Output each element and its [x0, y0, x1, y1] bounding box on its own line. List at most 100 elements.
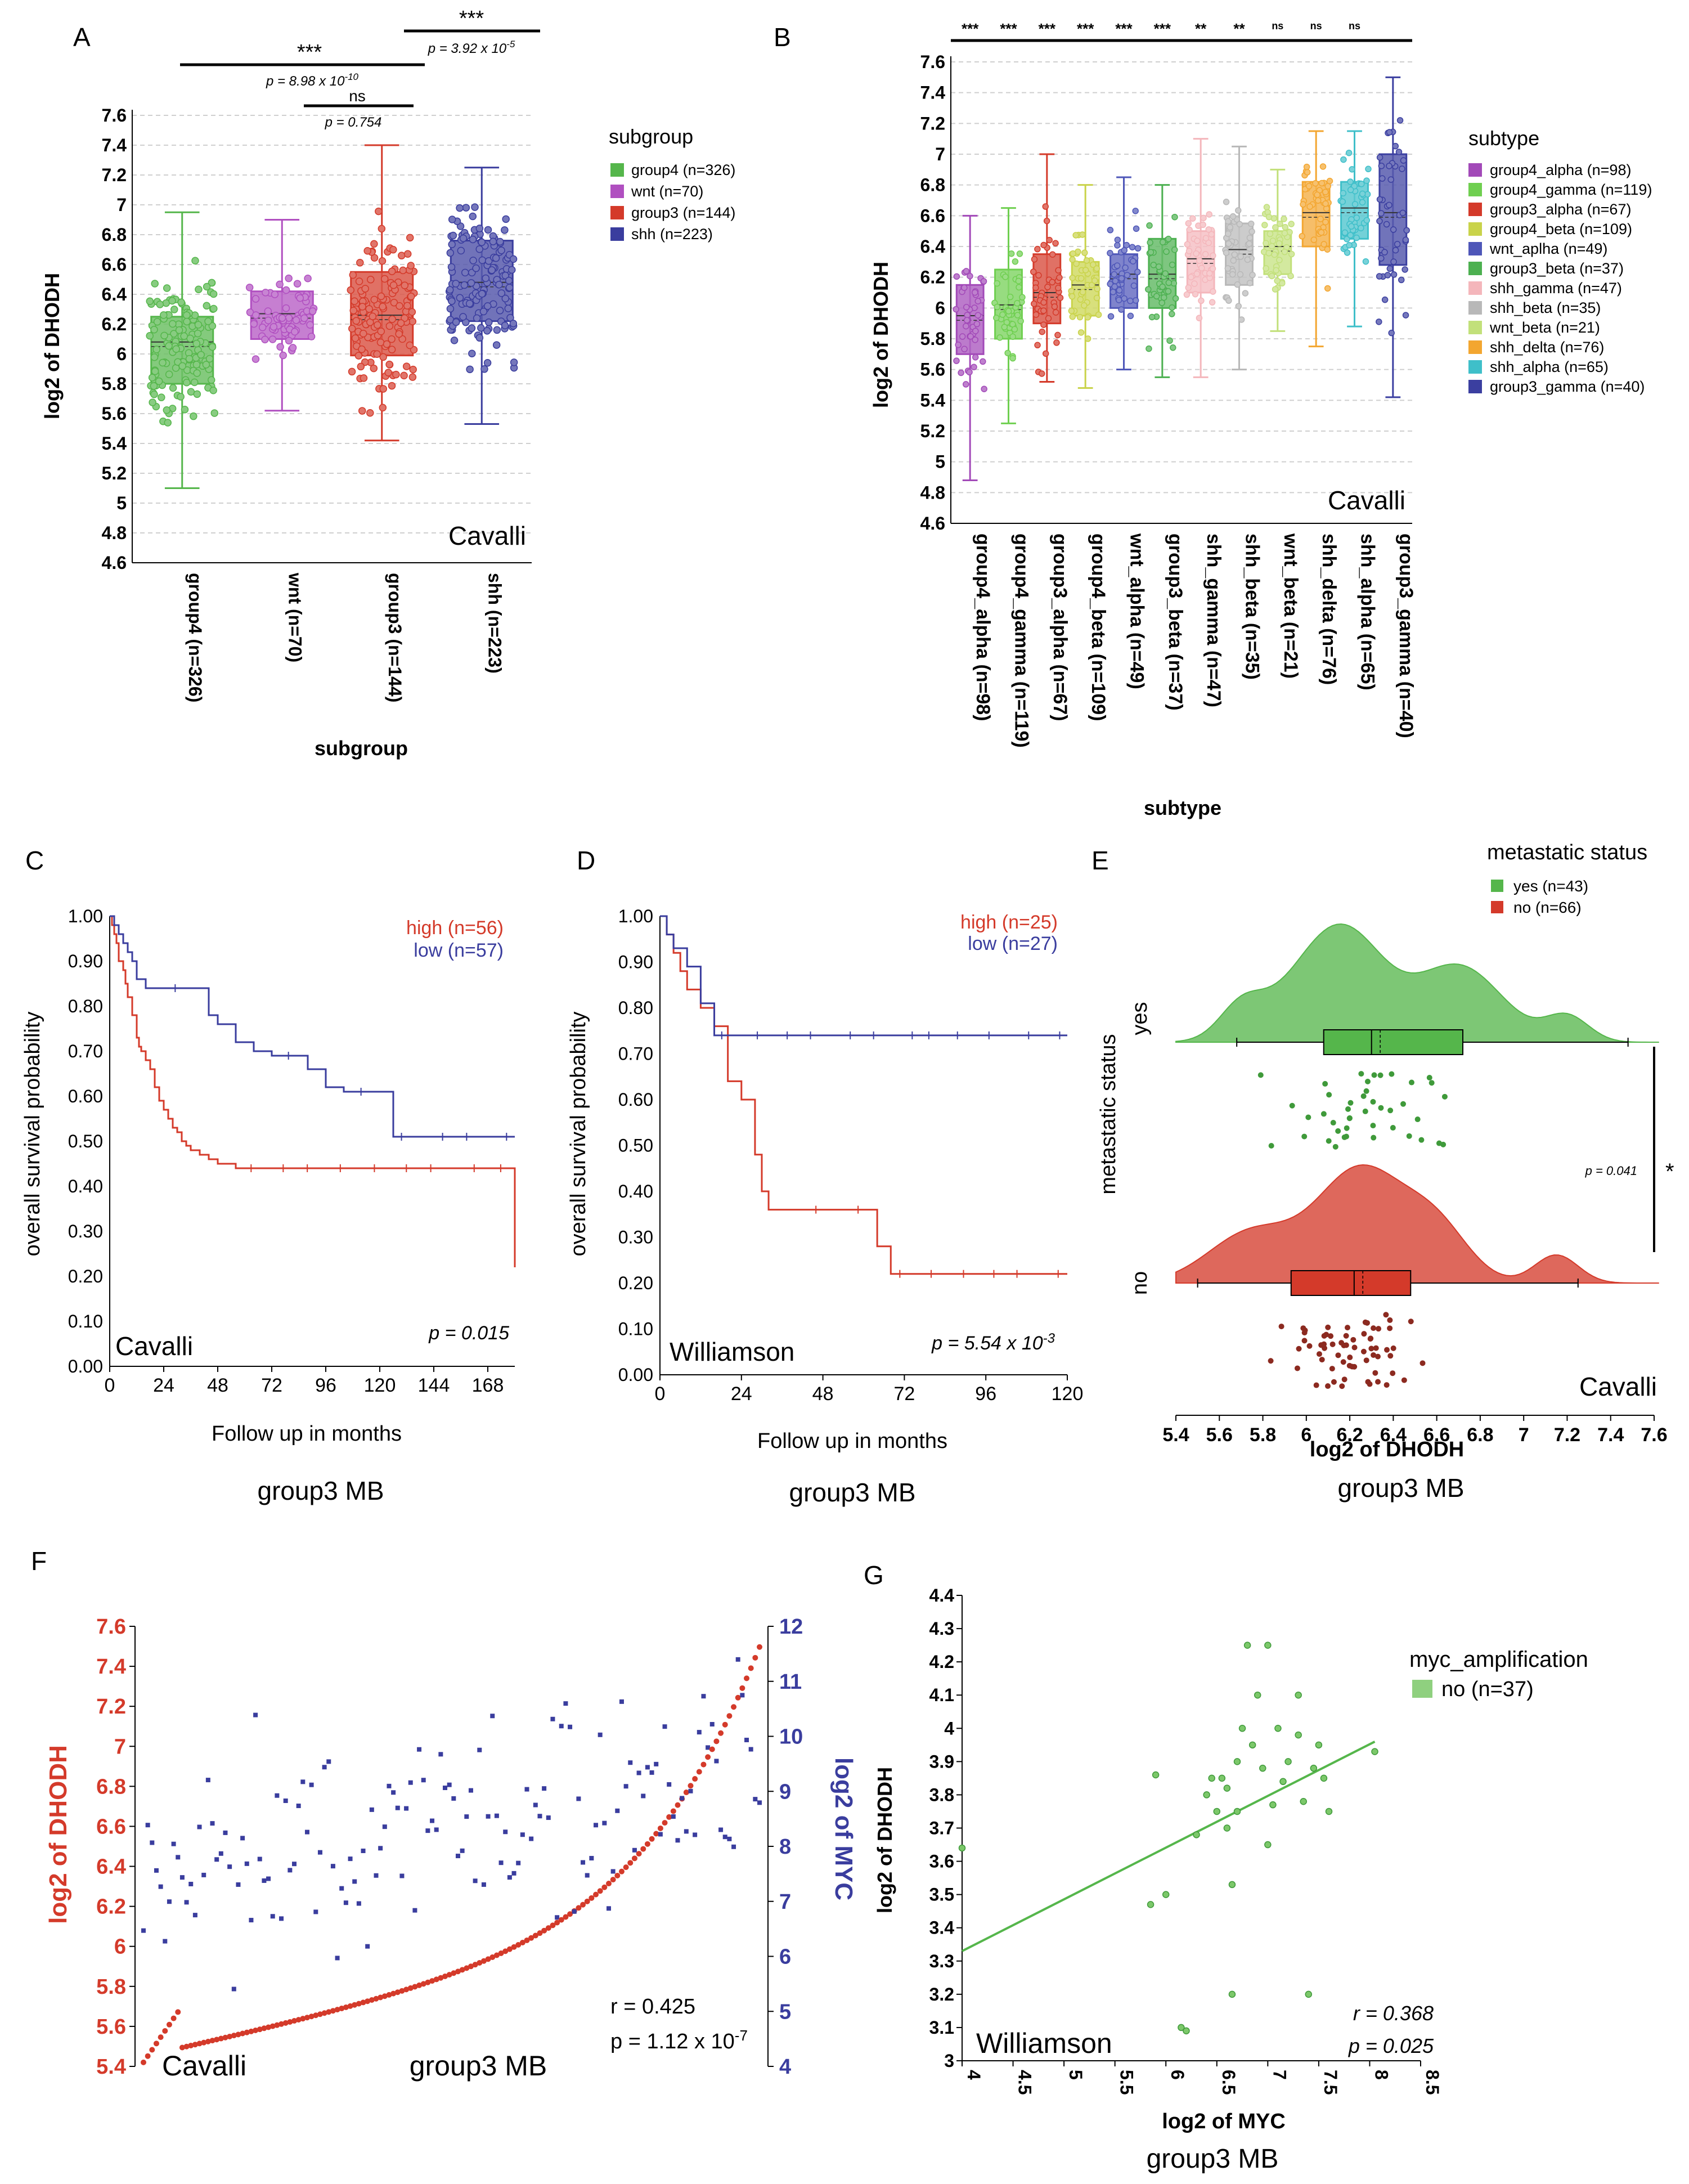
data-point	[359, 329, 367, 338]
data-point	[1002, 273, 1009, 280]
dhodh-point	[558, 1917, 564, 1923]
data-point	[972, 289, 978, 296]
data-point	[1146, 222, 1153, 229]
data-point	[450, 337, 459, 344]
panel-label-g: G	[864, 1560, 884, 1590]
myc-point	[503, 1829, 508, 1835]
dhodh-point	[291, 2018, 298, 2024]
y-tick-label: 6	[935, 298, 945, 318]
dhodh-point	[248, 2028, 254, 2034]
dhodh-point	[244, 2029, 250, 2035]
dhodh-point	[731, 1704, 737, 1710]
myc-point	[744, 1737, 749, 1742]
significance-mark: ns	[1349, 20, 1360, 32]
data-point	[1362, 1108, 1368, 1114]
dhodh-point	[416, 1982, 423, 1988]
data-point	[164, 419, 172, 427]
panel-g-points	[958, 1642, 1378, 2035]
data-point	[151, 280, 159, 288]
x-tick-label: 168	[472, 1375, 504, 1396]
data-point	[469, 257, 477, 264]
dhodh-point	[636, 1851, 642, 1857]
dhodh-point	[145, 2053, 151, 2059]
legend-swatch	[1468, 360, 1482, 374]
panel-d-watermark: Williamson	[670, 1337, 794, 1366]
y-tick-label: 7.2	[102, 165, 127, 185]
dhodh-point	[326, 2009, 332, 2015]
data-point	[373, 350, 381, 358]
myc-point	[581, 1860, 586, 1865]
dhodh-point	[321, 2010, 327, 2016]
data-point	[1162, 1891, 1170, 1898]
y-tick-label: 5.8	[920, 329, 945, 349]
dhodh-point	[700, 1761, 707, 1768]
data-point	[385, 322, 394, 330]
x-tick-label: 7.4	[1597, 1424, 1624, 1446]
myc-point	[628, 1760, 633, 1765]
y-tick-label: 4.6	[102, 553, 127, 573]
data-point	[1347, 1355, 1353, 1361]
data-point	[1093, 265, 1100, 272]
dhodh-point	[170, 2015, 177, 2021]
data-point	[1376, 319, 1382, 325]
data-point	[1378, 163, 1385, 169]
dhodh-point	[506, 1946, 513, 1952]
data-point	[183, 311, 191, 319]
data-point	[1218, 1774, 1226, 1782]
data-point	[1374, 1353, 1381, 1360]
data-point	[169, 320, 177, 328]
data-point	[1084, 335, 1091, 342]
data-point	[178, 362, 186, 370]
data-point	[1390, 1370, 1396, 1376]
data-point	[407, 293, 415, 301]
data-point	[1345, 1106, 1351, 1112]
y-tick-label: 5.4	[102, 433, 127, 454]
data-point	[1123, 241, 1130, 249]
data-point	[1070, 250, 1076, 257]
myc-point	[163, 1939, 168, 1944]
data-point	[1371, 1352, 1377, 1358]
data-point	[1155, 263, 1162, 270]
myc-point	[494, 1813, 499, 1818]
data-point	[1246, 280, 1254, 286]
data-point	[1230, 257, 1237, 264]
panel-f-r: r = 0.425	[610, 1995, 695, 2019]
data-point	[1408, 1319, 1414, 1325]
y-tick-label: 0.10	[618, 1319, 653, 1339]
myc-point	[417, 1747, 422, 1752]
data-point	[151, 367, 159, 375]
significance-mark: **	[1233, 20, 1245, 37]
panel-e-legend-swatch-no	[1491, 901, 1503, 913]
dhodh-point	[593, 1891, 599, 1898]
data-point	[388, 335, 396, 343]
x-tick-label: shh_alpha (n=65)	[1357, 533, 1378, 690]
data-point	[446, 286, 454, 294]
data-point	[1053, 339, 1060, 346]
data-point	[276, 343, 284, 351]
data-point	[484, 302, 492, 310]
dhodh-point	[653, 1831, 659, 1837]
data-point	[1079, 231, 1086, 238]
y-tick-label: 6.2	[102, 314, 127, 334]
data-point	[1185, 220, 1192, 227]
data-point	[1390, 258, 1397, 265]
myc-point	[654, 1761, 659, 1766]
dhodh-point	[550, 1922, 556, 1929]
myc-point	[179, 1875, 185, 1880]
data-point	[1081, 249, 1088, 256]
dhodh-point	[308, 2013, 315, 2020]
myc-point	[317, 1850, 322, 1855]
data-point	[1277, 221, 1283, 227]
dhodh-point	[502, 1948, 509, 1954]
data-point	[1057, 294, 1064, 301]
panel-e-legend-yes: yes (n=43)	[1513, 877, 1588, 895]
panel-c-x-label: Follow up in months	[212, 1422, 402, 1446]
data-point	[1320, 241, 1327, 248]
myc-point	[671, 1814, 676, 1819]
dhodh-point	[605, 1881, 612, 1887]
data-point	[496, 307, 504, 315]
data-point	[1326, 177, 1333, 185]
y-tick-label: 0.80	[618, 998, 653, 1018]
data-point	[1032, 284, 1039, 292]
data-point	[379, 385, 388, 393]
